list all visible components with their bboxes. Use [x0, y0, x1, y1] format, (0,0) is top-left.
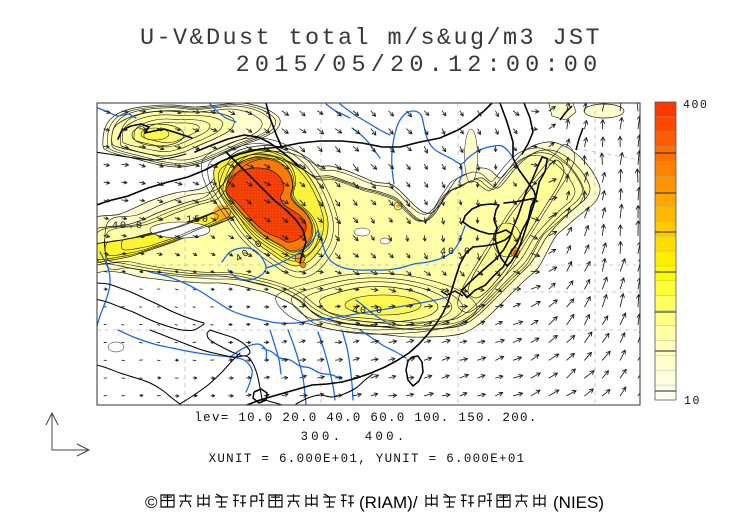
svg-text:300. 400.: 300. 400. — [300, 430, 407, 444]
svg-text:40.0: 40.0 — [112, 221, 144, 232]
svg-text:U-V&Dust total m/s&ug/m3 JST: U-V&Dust total m/s&ug/m3 JST — [140, 25, 602, 52]
svg-text:lev= 10.0 20.0 40.0 60.0 100.: lev= 10.0 20.0 40.0 60.0 100. 150. 200. — [194, 411, 537, 425]
svg-text:40.0: 40.0 — [440, 247, 472, 258]
svg-text:XUNIT = 6.000E+01, YUNIT = 6.0: XUNIT = 6.000E+01, YUNIT = 6.000E+01 — [209, 452, 526, 466]
svg-text:(NIES): (NIES) — [553, 493, 604, 512]
svg-text:10: 10 — [684, 395, 701, 408]
svg-text:©: © — [145, 493, 158, 512]
svg-text:40.0: 40.0 — [352, 306, 384, 317]
svg-text:(RIAM)/: (RIAM)/ — [359, 493, 418, 512]
svg-text:400: 400 — [683, 99, 709, 112]
svg-text:2015/05/20.12:00:00: 2015/05/20.12:00:00 — [236, 52, 603, 79]
